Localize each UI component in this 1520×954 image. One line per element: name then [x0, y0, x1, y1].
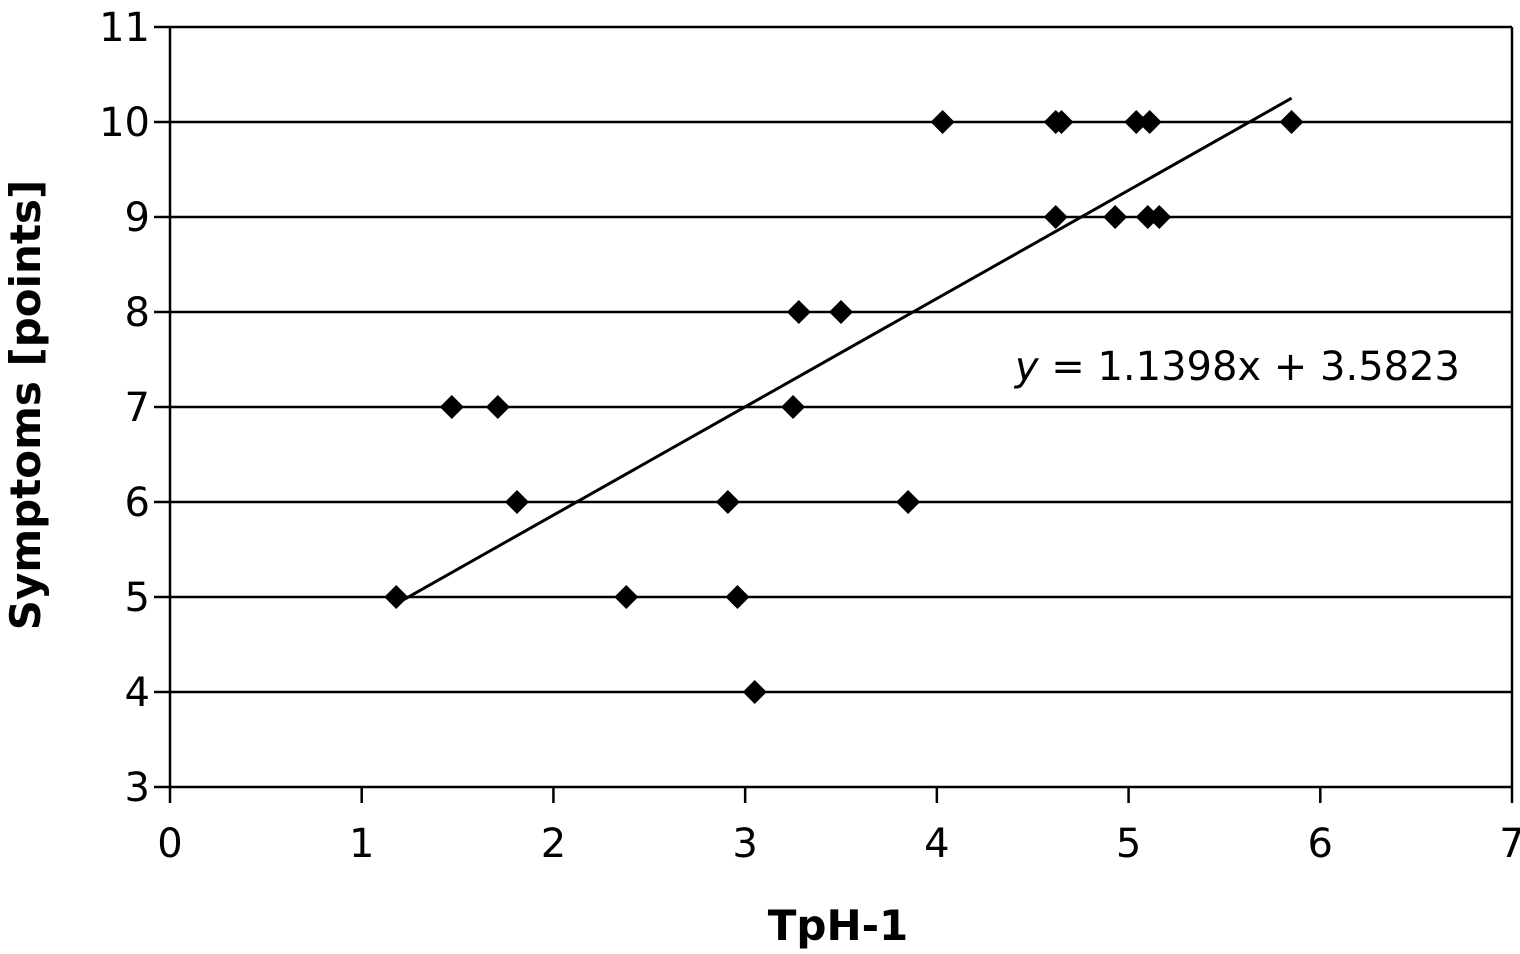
data-point — [1137, 110, 1162, 134]
y-tick-label: 5 — [125, 575, 150, 621]
data-point — [1049, 110, 1074, 134]
x-tick-label: 0 — [157, 821, 182, 867]
data-point — [1279, 110, 1304, 134]
data-point — [1124, 110, 1149, 134]
y-tick-label: 9 — [125, 195, 150, 241]
ticks: 3 4 5 6 7 8 9 10 11 0 1 2 3 4 5 6 7 — [99, 5, 1520, 867]
data-point — [896, 490, 921, 514]
x-tick-label: 7 — [1499, 821, 1520, 867]
y-tick-label: 8 — [125, 290, 150, 336]
y-tick-label: 6 — [125, 480, 150, 526]
x-tick-label: 5 — [1116, 821, 1141, 867]
y-tick-label: 3 — [125, 765, 150, 811]
x-tick-label: 2 — [541, 821, 566, 867]
data-point — [1103, 205, 1128, 229]
data-point — [715, 490, 740, 514]
equation-rest: = 1.1398x + 3.5823 — [1039, 344, 1460, 390]
x-tick-label: 1 — [349, 821, 374, 867]
x-tick-label: 4 — [924, 821, 949, 867]
y-tick-label: 7 — [125, 385, 150, 431]
data-point — [930, 110, 955, 134]
data-points — [384, 110, 1304, 704]
data-point — [1147, 205, 1172, 229]
equation-variable: y — [1014, 344, 1040, 390]
data-point — [742, 680, 767, 704]
data-point — [505, 490, 530, 514]
data-point — [485, 395, 510, 419]
data-point — [1043, 205, 1068, 229]
y-tick-label: 10 — [99, 100, 150, 146]
data-point — [725, 585, 750, 609]
data-point — [829, 300, 853, 324]
data-point — [439, 395, 464, 419]
x-axis-title: TpH-1 — [768, 901, 909, 950]
data-point — [786, 300, 811, 324]
y-axis-title: Symptoms [points] — [1, 180, 50, 630]
trendline-equation: y = 1.1398x + 3.5823 — [1014, 344, 1460, 390]
data-point — [781, 395, 806, 419]
data-point — [384, 585, 409, 609]
y-tick-label: 11 — [99, 5, 150, 51]
x-tick-label: 6 — [1308, 821, 1333, 867]
x-tick-label: 3 — [732, 821, 757, 867]
data-point — [614, 585, 639, 609]
y-tick-label: 4 — [125, 670, 150, 716]
trendline — [403, 96, 1293, 601]
trendline-layer — [403, 96, 1293, 601]
